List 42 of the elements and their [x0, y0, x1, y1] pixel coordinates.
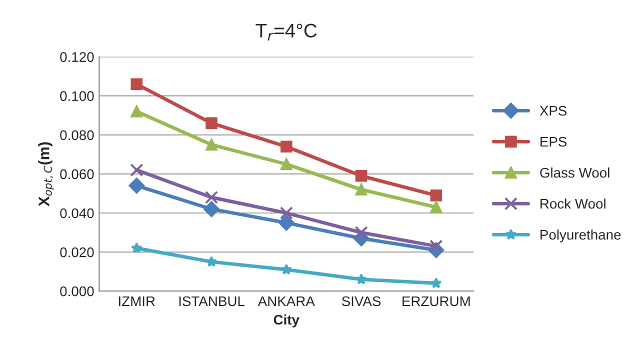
point [355, 170, 368, 182]
point [354, 226, 368, 240]
point [355, 184, 368, 196]
point [280, 158, 292, 170]
point [278, 214, 294, 231]
legend-label: Rock Wool [540, 198, 606, 209]
point [280, 264, 292, 275]
y-tick-label: 0.020 [60, 247, 94, 258]
y-tick-label: 0.060 [60, 169, 94, 180]
point [128, 178, 145, 194]
y-tick-label: 0.040 [60, 208, 94, 218]
x-tick-label: IZMIR [119, 296, 155, 306]
point [206, 256, 218, 267]
point [430, 277, 442, 288]
point [280, 206, 293, 220]
legend-label: Glass Wool [540, 167, 610, 178]
point [130, 163, 144, 177]
y-tick-label: 0.000 [60, 286, 94, 296]
legend-label: XPS [540, 106, 567, 116]
chart-title: T$_{r}$=4°C [256, 24, 317, 41]
point [204, 201, 220, 218]
point [206, 117, 218, 130]
point [280, 140, 292, 153]
point [430, 201, 442, 214]
point [206, 138, 218, 151]
x-tick-label: ANKARA [258, 296, 315, 306]
point [430, 190, 442, 202]
legend-label: EPS [540, 136, 567, 147]
y-tick-label: 0.100 [60, 91, 94, 102]
y-tick-label: 0.120 [60, 52, 94, 62]
y-tick-label: 0.080 [60, 130, 94, 140]
point [356, 273, 367, 284]
x-tick-label: ERZURUM [402, 296, 470, 306]
x-axis-title: City [274, 314, 300, 328]
point [130, 242, 142, 254]
point [130, 78, 143, 90]
legend-label: Polyurethane [540, 229, 621, 242]
point [204, 190, 218, 204]
x-tick-label: ISTANBUL [179, 296, 245, 306]
y-axis-title: X$_{opt,C}$(m) [38, 142, 54, 206]
x-tick-label: SIVAS [342, 296, 381, 306]
point [130, 106, 143, 118]
